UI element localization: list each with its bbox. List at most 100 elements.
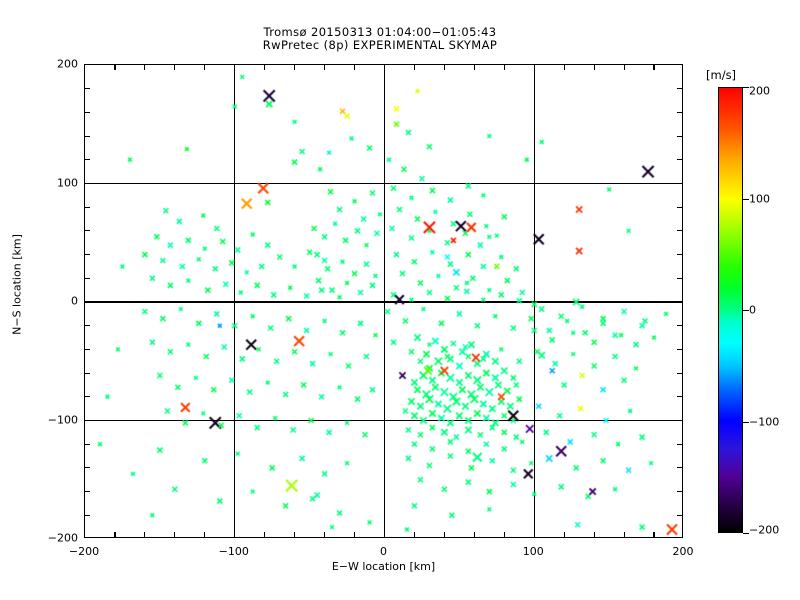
tick-mark <box>677 277 682 279</box>
tick-mark <box>677 396 682 398</box>
tick-mark <box>677 467 682 469</box>
tick-mark <box>503 532 505 537</box>
colorbar-label: 0 <box>749 303 756 317</box>
tick-mark <box>85 443 90 445</box>
tick-mark <box>353 65 356 70</box>
colorbar: 200 100 0 −100 −200 <box>718 85 779 537</box>
x-tick-label: −100 <box>218 545 249 558</box>
plot-clip <box>85 65 682 537</box>
tick-mark <box>473 532 475 537</box>
tick-mark <box>85 277 90 279</box>
tick-mark <box>353 532 356 537</box>
tick-mark <box>144 65 146 70</box>
tick-mark <box>85 301 93 303</box>
colorbar-tick <box>743 198 749 200</box>
plot-area <box>84 64 683 538</box>
tick-mark <box>413 65 416 70</box>
x-tick-label: 100 <box>522 545 544 558</box>
tick-mark <box>85 159 90 161</box>
y-tick-label: 100 <box>57 176 78 189</box>
tick-mark <box>677 254 682 256</box>
tick-mark <box>677 135 682 137</box>
y-tick-label: −200 <box>47 531 78 545</box>
colorbar-label: −200 <box>749 523 780 537</box>
tick-mark <box>677 491 682 493</box>
tick-mark <box>85 111 90 113</box>
tick-mark <box>443 65 445 70</box>
tick-mark <box>174 532 176 537</box>
title-line-2: RwPretec (8p) EXPERIMENTAL SKYMAP <box>262 38 498 52</box>
y-tick-label: −100 <box>47 413 78 426</box>
y-tick-label: 200 <box>57 57 78 71</box>
colorbar-gradient <box>718 87 743 533</box>
tick-mark <box>85 491 90 493</box>
tick-mark <box>383 65 386 73</box>
tick-mark <box>677 514 682 516</box>
scatter-canvas <box>85 65 682 537</box>
tick-mark <box>533 529 535 537</box>
tick-mark <box>674 182 682 185</box>
colorbar-tick <box>743 310 749 312</box>
tick-mark <box>674 419 682 422</box>
tick-mark <box>413 532 416 537</box>
tick-mark <box>85 396 90 398</box>
tick-mark <box>677 111 682 113</box>
tick-mark <box>114 532 116 537</box>
colorbar-tick <box>743 87 749 89</box>
y-axis-title: N−S location [km] <box>10 234 24 335</box>
tick-mark <box>674 301 682 303</box>
tick-mark <box>204 532 206 537</box>
tick-mark <box>563 65 565 70</box>
tick-mark <box>85 254 90 256</box>
tick-mark <box>85 88 90 90</box>
tick-mark <box>85 230 90 232</box>
tick-mark <box>677 230 682 232</box>
tick-mark <box>114 65 116 70</box>
tick-mark <box>677 348 682 350</box>
tick-mark <box>85 325 90 327</box>
tick-mark <box>533 65 535 73</box>
y-tick-label: 0 <box>71 294 78 308</box>
tick-mark <box>85 372 90 374</box>
tick-mark <box>85 135 90 137</box>
x-tick-label: 200 <box>672 545 694 558</box>
tick-mark <box>653 65 655 70</box>
figure-title: Tromsø 20150313 01:04:00−01:05:43 RwPret… <box>0 26 760 52</box>
x-tick-label: 0 <box>380 545 387 558</box>
x-axis-title: E−W location [km] <box>331 560 436 573</box>
x-tick-label: −200 <box>68 545 100 558</box>
colorbar-label: 100 <box>749 192 770 205</box>
colorbar-tick <box>743 533 749 535</box>
tick-mark <box>234 529 236 537</box>
tick-mark <box>174 65 176 70</box>
tick-mark <box>234 65 236 73</box>
tick-mark <box>204 65 206 70</box>
tick-mark <box>85 348 90 350</box>
colorbar-title: [m/s] <box>706 68 737 82</box>
tick-mark <box>563 532 565 537</box>
tick-mark <box>383 529 386 537</box>
tick-mark <box>677 206 682 208</box>
tick-mark <box>294 65 296 70</box>
tick-mark <box>443 532 445 537</box>
tick-mark <box>473 65 475 70</box>
tick-mark <box>324 65 326 70</box>
tick-mark <box>85 182 93 185</box>
tick-mark <box>677 372 682 374</box>
tick-mark <box>294 532 296 537</box>
title-line-1: Tromsø 20150313 01:04:00−01:05:43 <box>263 25 497 39</box>
tick-mark <box>264 532 266 537</box>
tick-mark <box>677 443 682 445</box>
tick-mark <box>85 514 90 516</box>
tick-mark <box>324 532 326 537</box>
tick-mark <box>623 65 625 70</box>
colorbar-label: −100 <box>749 415 780 428</box>
tick-mark <box>85 467 90 469</box>
tick-mark <box>623 532 625 537</box>
tick-mark <box>85 206 90 208</box>
tick-mark <box>653 532 655 537</box>
tick-mark <box>677 159 682 161</box>
colorbar-tick <box>743 421 749 423</box>
tick-mark <box>503 65 505 70</box>
